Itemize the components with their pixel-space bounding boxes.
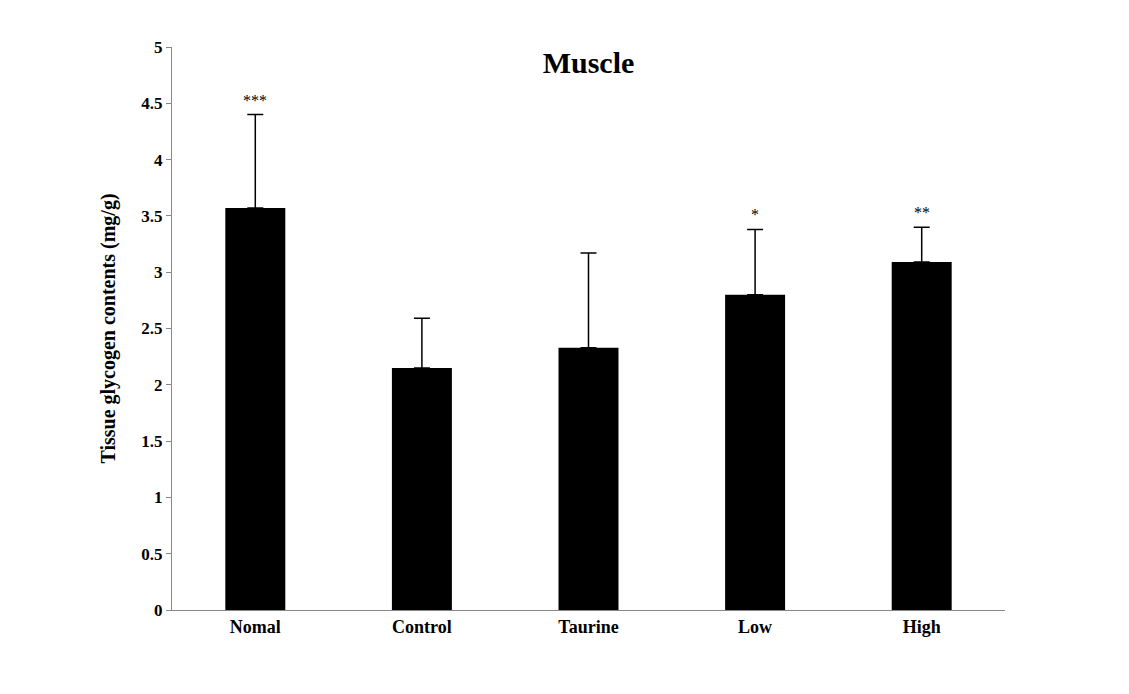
svg-text:*: * [751, 206, 759, 223]
svg-text:**: ** [914, 204, 930, 221]
svg-text:4.5: 4.5 [141, 94, 162, 113]
svg-text:Taurine: Taurine [558, 617, 618, 637]
svg-text:3: 3 [154, 263, 163, 282]
svg-text:Muscle: Muscle [543, 46, 635, 79]
svg-text:0.5: 0.5 [141, 545, 162, 564]
svg-text:2.5: 2.5 [141, 319, 162, 338]
svg-text:4: 4 [154, 151, 163, 170]
svg-text:Nomal: Nomal [230, 617, 281, 637]
svg-text:0: 0 [154, 601, 163, 620]
svg-text:***: *** [243, 92, 267, 109]
svg-text:1: 1 [154, 488, 163, 507]
svg-text:High: High [903, 617, 941, 637]
svg-text:5: 5 [154, 38, 163, 57]
svg-text:Tissue glycogen contents (mg/g: Tissue glycogen contents (mg/g) [97, 193, 120, 463]
svg-text:Low: Low [738, 617, 772, 637]
svg-text:3.5: 3.5 [141, 207, 162, 226]
svg-text:1.5: 1.5 [141, 432, 162, 451]
svg-text:Control: Control [392, 617, 452, 637]
svg-text:2: 2 [154, 376, 163, 395]
